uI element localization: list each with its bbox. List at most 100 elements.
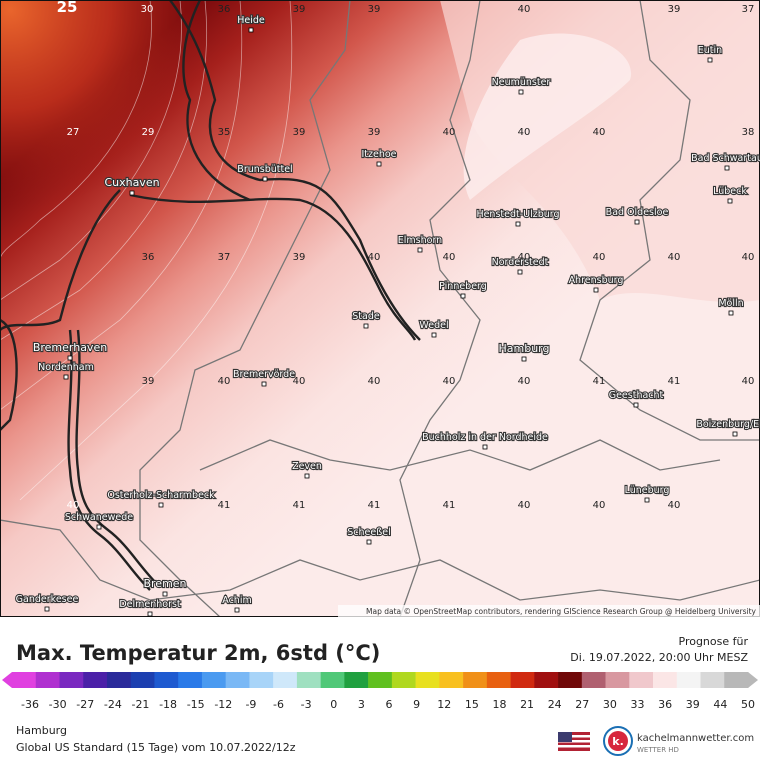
city-marker [261, 381, 267, 387]
city-marker [517, 269, 523, 275]
colorbar-tick-label: 50 [741, 698, 755, 711]
colorbar-cell [486, 672, 511, 688]
colorbar-cell [130, 672, 155, 688]
temperature-value: 39 [293, 252, 306, 263]
colorbar-cell [439, 672, 464, 688]
city-marker [732, 431, 738, 437]
title: Max. Temperatur 2m, 6std (°C) [16, 641, 380, 665]
city-label: Boizenburg/Elbe [696, 419, 760, 430]
colorbar-cell [296, 672, 321, 688]
city-marker [129, 190, 135, 196]
colorbar-cell [344, 672, 369, 688]
colorbar-tick-label: 21 [520, 698, 534, 711]
colorbar-tick-label: 44 [713, 698, 727, 711]
city-label: Elmshorn [398, 235, 442, 246]
city-label: Ahrensburg [569, 275, 624, 286]
colorbar-cell [106, 672, 132, 688]
city-marker [482, 444, 488, 450]
temperature-value: 39 [293, 4, 306, 15]
city-marker [147, 611, 153, 617]
temperature-value: 40 [518, 252, 531, 263]
coastline-rivers [1, 1, 421, 591]
brand[interactable]: kachelmannwetter.com [637, 733, 754, 744]
colorbar [2, 672, 758, 688]
colorbar-cell [700, 672, 725, 688]
colorbar-tick-label: 27 [575, 698, 589, 711]
city-label: Heide [237, 15, 265, 26]
colorbar-cell [510, 672, 535, 688]
city-label: Cuxhaven [104, 176, 159, 189]
colorbar-cell [653, 672, 678, 688]
city-label: Wedel [419, 320, 448, 331]
temperature-value: 39 [142, 376, 155, 387]
city-label: Henstedt-Ulzburg [476, 209, 559, 220]
temperature-value: 41 [218, 500, 231, 511]
city-label: Buchholz in der Nordheide [422, 432, 548, 443]
city-marker [248, 27, 254, 33]
temperature-value: 40 [443, 252, 456, 263]
colorbar-cell [415, 672, 440, 688]
temperature-value: 40 [368, 376, 381, 387]
temperature-value: 41 [443, 500, 456, 511]
colorbar-cell [391, 672, 416, 688]
city-label: Lüneburg [625, 485, 670, 496]
borders [1, 1, 759, 616]
colorbar-tick-label: 36 [658, 698, 672, 711]
colorbar-tick-label: 12 [437, 698, 451, 711]
colorbar-arrow [748, 672, 758, 688]
forecast-label: Prognose für [679, 635, 749, 648]
colorbar-arrow [2, 672, 12, 688]
forecast-time: Di. 19.07.2022, 20:00 Uhr MESZ [570, 651, 748, 664]
city-label: Osterholz-Scharmbeck [107, 490, 215, 501]
colorbar-tick-label: -27 [76, 698, 94, 711]
colorbar-tick-label: -24 [104, 698, 122, 711]
temperature-band [463, 33, 632, 200]
flag-us[interactable] [558, 732, 590, 751]
temperature-value: 40 [668, 252, 681, 263]
city-labels: Heide Neumünster Eutin Itzehoe Brunsbüttel Ba… [15, 14, 760, 617]
city-label: Achim [222, 595, 251, 606]
isotherms [1, 1, 293, 501]
colorbar-cell [83, 672, 108, 688]
city-marker [234, 607, 240, 613]
temperature-value: 40 [218, 376, 231, 387]
colorbar-tick-label: -9 [245, 698, 256, 711]
temperature-value: 38 [742, 127, 755, 138]
colorbar-cell [225, 672, 250, 688]
brand-sub: WETTER HD [637, 746, 679, 754]
colorbar-tick-label: -6 [273, 698, 284, 711]
colorbar-cell [35, 672, 60, 688]
city-marker [366, 539, 372, 545]
city-label: Schwanewede [65, 512, 133, 523]
city-label: Bremervörde [233, 369, 295, 380]
city-label: Brunsbüttel [237, 164, 292, 175]
city-marker [460, 293, 466, 299]
city-label: Bremen [143, 577, 186, 590]
city-label: Bad Oldesloe [606, 207, 669, 218]
city-label: Itzehoe [361, 149, 396, 160]
colorbar-tick-label: 9 [413, 698, 420, 711]
colorbar-tick-label: 33 [631, 698, 645, 711]
city-marker [44, 606, 50, 612]
temperature-value: 40 [518, 4, 531, 15]
city-label: Pinneberg [439, 281, 487, 292]
temperature-value: 36 [218, 4, 231, 15]
colorbar-tick-label: 39 [686, 698, 700, 711]
temperature-value: 40 [742, 376, 755, 387]
colorbar-cell [534, 672, 559, 688]
city-label: Stade [352, 311, 380, 322]
colorbar-tick-label: -30 [49, 698, 67, 711]
colorbar-tick-label: -12 [214, 698, 232, 711]
temperature-value: 40 [668, 500, 681, 511]
colorbar-tick-label: -21 [131, 698, 149, 711]
temperature-value: 40 [593, 500, 606, 511]
colorbar-cell [273, 672, 298, 688]
colorbar-cell [178, 672, 203, 688]
city-marker [518, 89, 524, 95]
colorbar-cell [463, 672, 488, 688]
colorbar-tick-label: 30 [603, 698, 617, 711]
city-label: Hamburg [499, 342, 550, 355]
city-label: Ganderkesee [16, 594, 79, 605]
city-marker [644, 497, 650, 503]
